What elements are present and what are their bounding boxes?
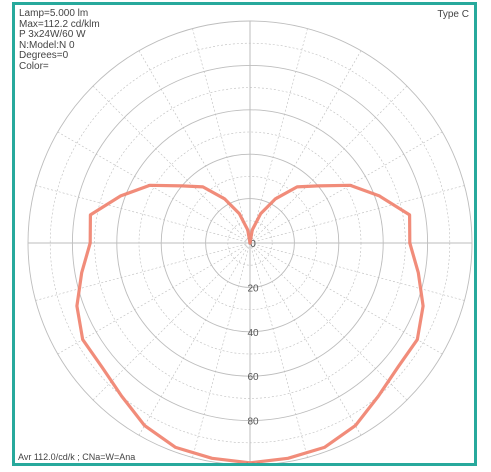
grid-spoke-45	[249, 242, 408, 401]
grid-spoke-165	[249, 28, 308, 244]
grid-spoke-30	[249, 242, 362, 436]
radial-tick-labels: 020406080100	[245, 239, 262, 463]
lamp-power: P 3x24W/60 W	[19, 29, 86, 40]
info-block: Lamp=5.000 lm Max=112.2 cd/klm P 3x24W/6…	[19, 8, 100, 72]
grid-spoke-135	[249, 85, 408, 244]
chart-frame: 020406080100 Lamp=5.000 lm Max=112.2 cd/…	[12, 2, 477, 466]
grid-spoke-330	[138, 242, 251, 436]
grid-spoke-240	[57, 131, 251, 244]
r-tick-label: 20	[247, 283, 259, 294]
degrees-value: Degrees=0	[19, 50, 69, 61]
max-intensity: Max=112.2 cd/klm	[19, 18, 100, 30]
grid-spoke-345	[192, 242, 251, 458]
r-tick-label: 60	[247, 372, 259, 383]
grid-spoke-255	[35, 185, 251, 244]
grid-spoke-150	[249, 50, 362, 244]
intensity-curve-0	[75, 183, 425, 463]
grid-spoke-15	[249, 242, 308, 458]
grid-spoke-300	[57, 242, 251, 355]
grid-spoke-210	[138, 50, 251, 244]
r-tick-label: 80	[247, 417, 259, 428]
grid-spoke-195	[192, 28, 251, 244]
grid-spoke-315	[92, 242, 251, 401]
type-label: Type C	[437, 9, 469, 20]
grid-spoke-285	[35, 242, 251, 301]
lamp-model: N:Model:N 0	[19, 39, 75, 51]
r-tick-label: 40	[247, 328, 259, 339]
color-value: Color=	[19, 60, 49, 72]
grid-spoke-75	[249, 242, 465, 301]
grid-spoke-225	[92, 85, 251, 244]
r-tick-label: 0	[250, 239, 256, 250]
grid-spoke-120	[249, 131, 443, 244]
polar-grid	[27, 20, 473, 463]
grid-spoke-60	[249, 242, 443, 355]
grid-spoke-105	[249, 185, 465, 244]
footer-summary: Avr 112.0/cd/k ; CNa=W=Ana	[18, 452, 136, 462]
intensity-curves	[75, 183, 425, 463]
lamp-flux: Lamp=5.000 lm	[19, 8, 89, 19]
polar-plot: 020406080100	[27, 20, 473, 463]
